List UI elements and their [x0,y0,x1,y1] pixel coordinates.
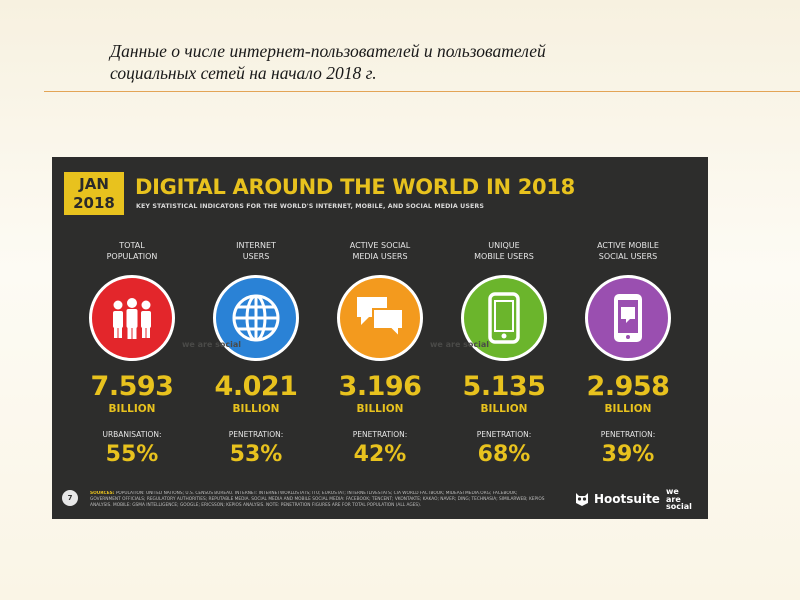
page-number: 7 [62,490,78,506]
stat-column-mobile-social: ACTIVE MOBILE SOCIAL USERS 2.958 BILLION… [566,240,690,468]
stat-value: 5.135 [462,371,546,402]
people-icon [89,275,175,361]
stat-column-label: ACTIVE MOBILE SOCIAL USERS [597,241,659,261]
secondary-stat-label: PENETRATION: [476,430,532,439]
stat-unit: BILLION [232,403,280,415]
stat-column-label: TOTAL POPULATION [106,241,158,261]
we-are-social-logo: we are social [666,488,692,511]
stat-unit: BILLION [356,403,404,415]
stat-column-internet: INTERNET USERS 4.021 BILLION PENETRATION… [194,240,318,468]
secondary-stat-label: URBANISATION: [102,430,162,439]
stat-column-social: ACTIVE SOCIAL MEDIA USERS 3.196 BILLION … [318,240,442,468]
stat-unit: BILLION [108,403,156,415]
infographic-image: JAN 2018 DIGITAL AROUND THE WORLD IN 201… [52,157,708,519]
hootsuite-logo: Hootsuite [574,491,660,507]
sources-text: SOURCES: POPULATION: UNITED NATIONS; U.S… [90,491,548,511]
date-badge-month: JAN [79,175,109,193]
stat-column-population: TOTAL POPULATION 7.593 BILLION URBANISAT… [70,240,194,468]
stat-value: 4.021 [214,371,298,402]
secondary-stat-value: 68% [477,442,531,467]
secondary-stat-value: 55% [105,442,159,467]
watermark: we are social [430,340,490,349]
heading-line-1: Данные о числе интернет-пользователей и … [110,41,546,61]
stats-columns: TOTAL POPULATION 7.593 BILLION URBANISAT… [70,240,690,470]
secondary-stat-value: 53% [229,442,283,467]
brand-word: social [666,502,692,511]
stat-column-label: UNIQUE MOBILE USERS [474,241,534,261]
stat-unit: BILLION [480,403,528,415]
stat-value: 3.196 [338,371,422,402]
secondary-stat-label: PENETRATION: [228,430,284,439]
slide-heading: Данные о числе интернет-пользователей и … [110,40,670,84]
chat-icon [337,275,423,361]
date-badge-year: 2018 [73,194,115,212]
stat-value: 7.593 [90,371,174,402]
infographic-title: DIGITAL AROUND THE WORLD IN 2018 [135,175,575,199]
stat-unit: BILLION [604,403,652,415]
hootsuite-text: Hootsuite [594,492,660,506]
date-badge: JAN 2018 [64,172,124,215]
phone-icon [461,275,547,361]
secondary-stat-label: PENETRATION: [352,430,408,439]
mobile-chat-icon [585,275,671,361]
stat-column-mobile: UNIQUE MOBILE USERS 5.135 BILLION PENETR… [442,240,566,468]
secondary-stat-value: 39% [601,442,655,467]
heading-line-2: социальных сетей на начало 2018 г. [110,63,377,83]
infographic-subtitle: KEY STATISTICAL INDICATORS FOR THE WORLD… [136,203,484,210]
heading-divider [44,91,800,92]
sources-label: SOURCES: [90,491,115,496]
secondary-stat-label: PENETRATION: [600,430,656,439]
owl-icon [576,493,588,506]
stat-column-label: ACTIVE SOCIAL MEDIA USERS [349,241,411,261]
secondary-stat-value: 42% [353,442,407,467]
brand-word: we [666,487,679,496]
brand-word: are [666,494,681,504]
stat-column-label: INTERNET USERS [236,241,276,261]
watermark: we are social [182,340,242,349]
sources-body: POPULATION: UNITED NATIONS; U.S. CENSUS … [90,491,545,508]
globe-icon [213,275,299,361]
stat-value: 2.958 [586,371,670,402]
